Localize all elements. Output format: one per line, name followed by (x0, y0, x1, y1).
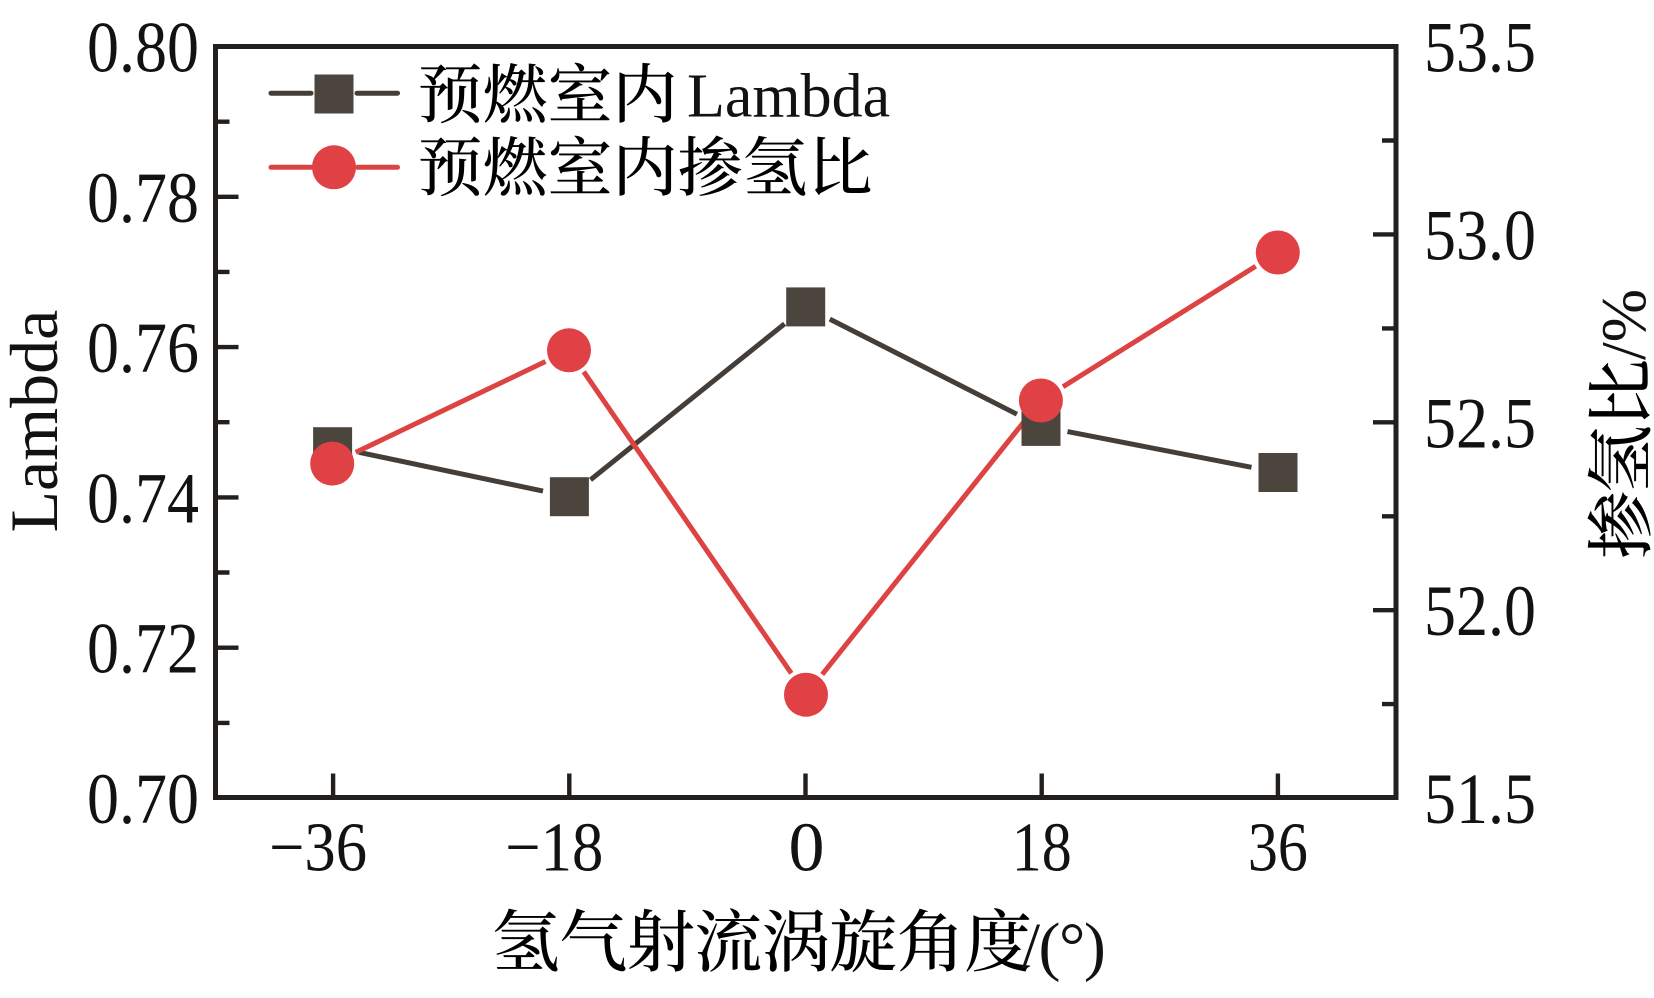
svg-text:0.70: 0.70 (87, 759, 199, 839)
svg-text:−18: −18 (505, 810, 603, 887)
svg-text:36: 36 (1248, 810, 1308, 887)
svg-text:0.74: 0.74 (87, 458, 199, 538)
svg-text:18: 18 (1012, 810, 1072, 887)
svg-text:/%: /% (1588, 289, 1654, 360)
svg-text:52.5: 52.5 (1424, 383, 1536, 463)
svg-text:−36: −36 (269, 810, 367, 887)
svg-text:51.5: 51.5 (1424, 759, 1536, 839)
svg-text:0.76: 0.76 (87, 308, 199, 388)
svg-text:Lambda: Lambda (0, 310, 72, 533)
svg-text:53.5: 53.5 (1424, 8, 1536, 88)
svg-text:0.72: 0.72 (87, 609, 199, 689)
svg-text:0.80: 0.80 (87, 8, 199, 88)
svg-text:/(°): /(°) (1022, 910, 1105, 983)
svg-text:0: 0 (789, 810, 825, 887)
svg-text:0.78: 0.78 (87, 158, 199, 238)
svg-text:52.0: 52.0 (1424, 571, 1536, 651)
svg-text:53.0: 53.0 (1424, 195, 1536, 275)
svg-text:Lambda: Lambda (687, 63, 890, 131)
